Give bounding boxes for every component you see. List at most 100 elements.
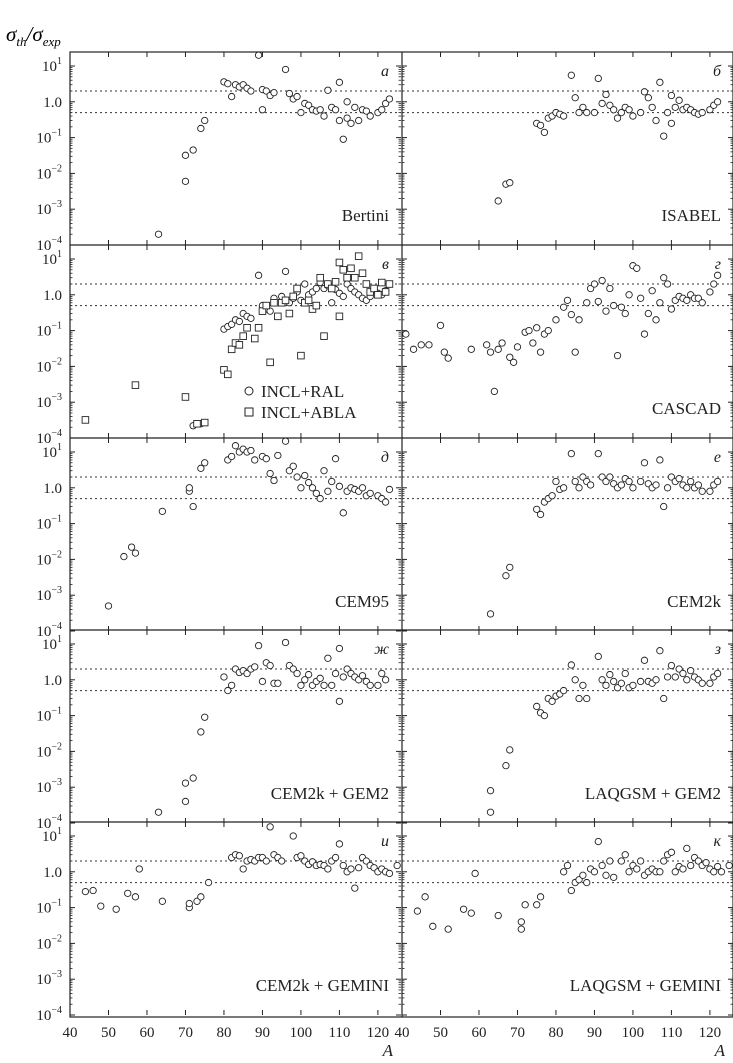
data-point [586,481,595,489]
data-point [297,484,305,492]
data-point [459,905,468,913]
data-point [640,330,649,338]
data-point [656,647,664,655]
data-point [312,284,320,293]
y-tick-base: 10 [36,359,51,375]
data-point [266,469,274,478]
y-tick-label: 101 [42,826,62,845]
data-point [301,676,309,684]
y-tick-label: 10−2 [36,549,62,568]
data-point-square [320,332,328,340]
panel-grid: 1011.010−110−210−310−4аBertiniбISABEL101… [36,51,733,1060]
y-tick-label: 10−3 [36,392,62,411]
y-tick-base: 10 [36,972,51,988]
data-point [656,868,664,876]
data-point [393,861,401,870]
data-point [231,442,240,450]
data-point [328,477,336,486]
data-point-square [374,291,382,299]
panel-letter: а [381,63,389,80]
data-point [301,280,309,288]
data-point [698,299,706,307]
data-point-square [351,273,359,282]
data-point-square [285,309,294,318]
panel-model-label: Bertini [342,206,389,225]
data-point-square [297,351,305,360]
data-point-square [289,292,297,301]
data-point [467,909,475,917]
data-point [571,94,579,102]
data-point [633,264,641,272]
data-point [590,108,599,117]
data-point-square [385,280,394,288]
data-point [629,112,637,120]
data-point [533,702,541,711]
y-tick-exponent: −4 [51,813,62,824]
data-point [636,108,645,117]
panel-г: г CASCAD [401,245,733,439]
data-point [525,326,533,335]
y-tick-base: 10 [36,517,51,533]
data-point-square [293,284,301,293]
data-point [331,669,340,678]
data-point [636,294,645,302]
data-point-square [235,341,244,349]
data-point [235,317,243,326]
data-point [181,177,190,185]
data-point [486,348,495,356]
data-point [266,307,274,315]
data-point [490,387,499,396]
panel-letter: к [714,833,722,850]
panel-letter: г [715,256,721,273]
data-point [235,852,243,860]
data-point [660,857,668,865]
data-point [536,510,545,519]
data-point [270,476,278,485]
data-point [560,484,568,492]
data-point [228,681,236,689]
data-point [506,353,514,361]
y-tick-label: 10−2 [36,741,62,760]
y-tick-label: 101 [42,56,62,75]
data-point [710,868,718,876]
data-point [606,473,614,481]
data-point [617,679,626,687]
data-point [687,477,695,486]
y-tick-base: 10 [36,1008,51,1024]
data-point [293,473,301,481]
y-tick-label: 10−1 [36,898,62,917]
x-tick-label: 120 [699,1025,722,1041]
data-point [425,341,433,349]
data-point [560,112,568,120]
data-point [486,808,495,816]
data-point-square [281,296,290,305]
data-point [228,452,236,461]
data-point [378,669,386,678]
data-point [362,107,371,115]
x-tick-label: 40 [395,1025,410,1041]
data-point [583,878,591,887]
data-point [154,808,163,816]
x-tick-label: 90 [255,1025,270,1041]
data-point [594,449,602,458]
x-tick-label: 60 [139,1025,154,1041]
y-tick-label: 10−3 [36,199,62,218]
data-point [575,316,583,324]
data-point [281,437,290,445]
data-point [262,857,270,865]
data-point [331,455,340,463]
data-point [351,884,359,892]
data-point [540,128,549,137]
y-tick-label: 10−3 [36,969,62,988]
data-point [224,686,232,695]
y-tick-exponent: 1 [57,826,62,837]
data-point [251,456,259,464]
y-tick-exponent: −4 [51,1005,62,1016]
data-point-square [274,312,282,321]
data-point [656,299,664,307]
data-point [97,902,105,910]
data-point [725,861,733,870]
data-point [104,602,113,610]
data-point [328,681,336,689]
